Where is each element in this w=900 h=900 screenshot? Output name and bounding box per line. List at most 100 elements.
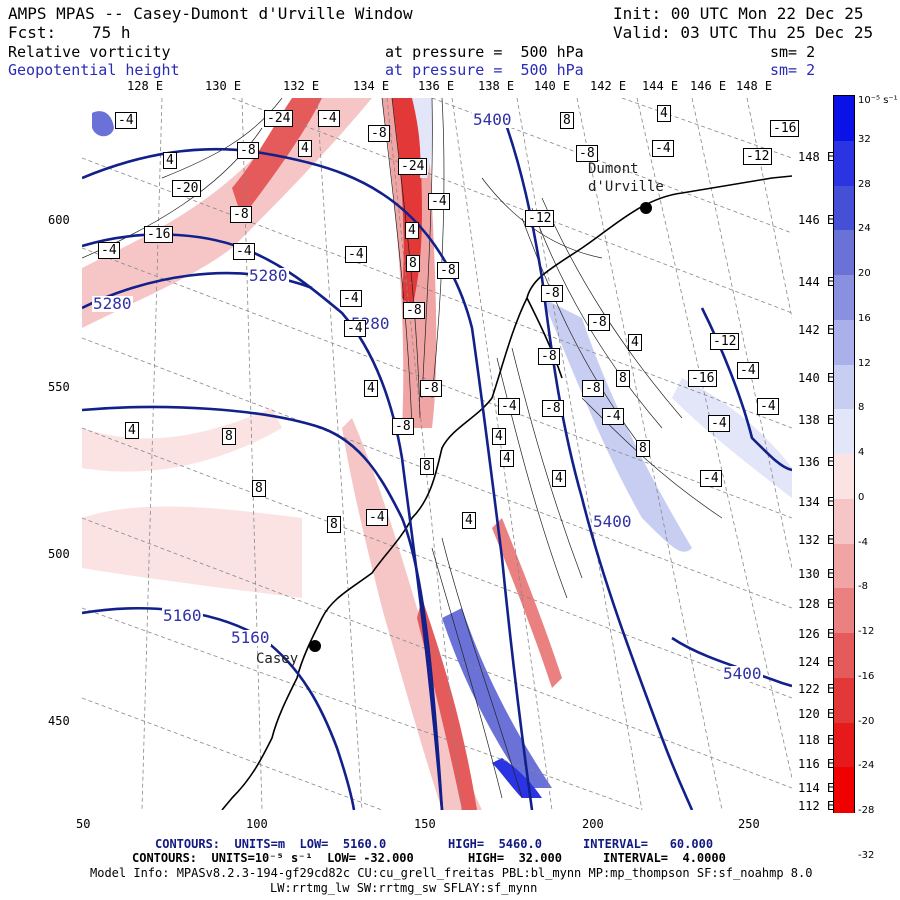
colorbar-tick-label: -12 (858, 626, 875, 637)
vorticity-contour-label: 4 (500, 450, 514, 467)
vorticity-contour-label: -16 (770, 120, 800, 137)
vorticity-contour-label: -4 (115, 112, 137, 129)
vorticity-map (82, 98, 792, 810)
bottom-axis-tick: 100 (246, 817, 268, 831)
valid-time: Valid: 03 UTC Thu 25 Dec 25 (613, 23, 874, 42)
neg-vorticity-core-west (232, 98, 322, 218)
right-longitude-label: 132 E (798, 533, 835, 547)
field1-smoothing: sm= 2 (770, 43, 816, 61)
colorbar-swatch (834, 230, 854, 276)
height-contour-label: 5400 (472, 110, 513, 129)
right-longitude-label: 144 E (798, 275, 835, 289)
top-longitude-label: 130 E (205, 79, 242, 93)
pos-vorticity-patch-central (412, 98, 433, 178)
colorbar-tick-label: -8 (858, 581, 868, 593)
colorbar-swatch (834, 319, 854, 365)
vorticity-contour-label: 4 (492, 428, 506, 445)
right-longitude-label: 126 E (798, 627, 835, 641)
footer-radiation-info: LW:rrtmg_lw SW:rrtmg_sw SFLAY:sf_mynn (270, 881, 538, 895)
colorbar-swatch (834, 498, 854, 544)
vorticity-contour-label: -16 (688, 370, 718, 387)
colorbar-swatch (834, 543, 854, 589)
right-longitude-label: 114 E (798, 781, 835, 795)
right-longitude-label: 128 E (798, 597, 835, 611)
vorticity-contour-label: 4 (628, 334, 642, 351)
colorbar-tick-label: -16 (858, 670, 875, 682)
right-longitude-label: 142 E (798, 323, 835, 337)
footer-vort-interval: INTERVAL= 4.0000 (603, 851, 726, 865)
field1-name: Relative vorticity (8, 43, 171, 61)
footer-vort-contours: CONTOURS: UNITS=10⁻⁵ s⁻¹ LOW= -32.000 (132, 851, 414, 865)
colorbar-tick-label: 16 (858, 312, 871, 324)
top-longitude-label: 144 E (642, 79, 679, 93)
top-longitude-label: 138 E (478, 79, 515, 93)
bottom-axis-tick: 200 (582, 817, 604, 831)
vorticity-contour-label: -12 (525, 210, 555, 227)
right-longitude-label: 120 E (798, 707, 835, 721)
dumont-label: Dumont d'Urville (588, 161, 664, 196)
vorticity-contour-label: 4 (657, 105, 671, 122)
vorticity-contour-label: -8 (237, 142, 259, 159)
casey-station-marker (309, 640, 321, 652)
coastline (221, 175, 792, 810)
vorticity-contour-label: -24 (398, 158, 428, 175)
top-longitude-label: 128 E (127, 79, 164, 93)
vorticity-contour-label: 4 (405, 222, 419, 239)
vorticity-contour-label: -24 (264, 110, 294, 127)
vorticity-contour-label: 4 (552, 470, 566, 487)
vorticity-contour-label: 4 (364, 380, 378, 397)
vorticity-contour-label: 4 (163, 152, 177, 169)
pos-vorticity-patch-ne (672, 378, 792, 498)
height-contour-label: 5400 (592, 512, 633, 531)
neg-vorticity-patch-sw (82, 506, 302, 598)
colorbar-tick-label: -28 (858, 805, 875, 816)
vorticity-contour-label: -8 (368, 125, 390, 142)
vorticity-contour-label: -4 (602, 408, 624, 425)
right-longitude-label: 124 E (798, 655, 835, 669)
vorticity-contour-label: -4 (233, 243, 255, 260)
colorbar-tick-label: -24 (858, 760, 875, 772)
colorbar-swatch (834, 677, 854, 723)
plot-title: AMPS MPAS -- Casey-Dumont d'Urville Wind… (8, 4, 413, 23)
right-longitude-label: 116 E (798, 757, 835, 771)
top-longitude-label: 134 E (353, 79, 390, 93)
vorticity-contour-label: -8 (576, 145, 598, 162)
vorticity-contour-label: 8 (252, 480, 266, 497)
footer-model-info: Model Info: MPASv8.2.3-194-gf29cd82c CU:… (90, 866, 813, 880)
colorbar-swatch (834, 588, 854, 634)
vorticity-contour-label: -4 (340, 290, 362, 307)
height-contour-label: 5280 (92, 294, 133, 313)
top-longitude-label: 146 E (690, 79, 727, 93)
right-longitude-label: 140 E (798, 371, 835, 385)
forecast-label: Fcst: (8, 23, 57, 42)
vorticity-contour-label: -8 (582, 380, 604, 397)
colorbar-swatch (834, 275, 854, 321)
right-longitude-label: 146 E (798, 213, 835, 227)
bottom-axis-tick: 150 (414, 817, 436, 831)
colorbar-tick-label: 0 (858, 491, 865, 503)
height-contour-label: 5280 (248, 266, 289, 285)
field2-level: at pressure = 500 hPa (385, 61, 584, 79)
colorbar-swatch (834, 409, 854, 455)
vorticity-contour-label: -4 (318, 110, 340, 127)
vorticity-contour-label: -4 (757, 398, 779, 415)
pos-vorticity-patch-nw (92, 111, 114, 137)
right-longitude-label: 122 E (798, 682, 835, 696)
vorticity-contour-label: 8 (222, 428, 236, 445)
left-axis-tick: 550 (48, 380, 70, 394)
vorticity-contour-label: -8 (541, 285, 563, 302)
vorticity-contour-label: 8 (420, 458, 434, 475)
vorticity-contour-label: 8 (327, 516, 341, 533)
vorticity-contour-label: -4 (737, 362, 759, 379)
left-axis-tick: 450 (48, 714, 70, 728)
vorticity-colorbar (833, 95, 855, 813)
vorticity-contour-label: 8 (636, 440, 650, 457)
field2-smoothing: sm= 2 (770, 61, 816, 79)
bottom-axis-tick: 50 (76, 817, 91, 831)
right-longitude-label: 112 E (798, 799, 835, 813)
vorticity-contour-label: -12 (743, 148, 773, 165)
bottom-axis-tick: 250 (738, 817, 760, 831)
field1-level: at pressure = 500 hPa (385, 43, 584, 61)
vorticity-contour-label: 8 (560, 112, 574, 129)
vorticity-contour-label: 4 (298, 140, 312, 157)
